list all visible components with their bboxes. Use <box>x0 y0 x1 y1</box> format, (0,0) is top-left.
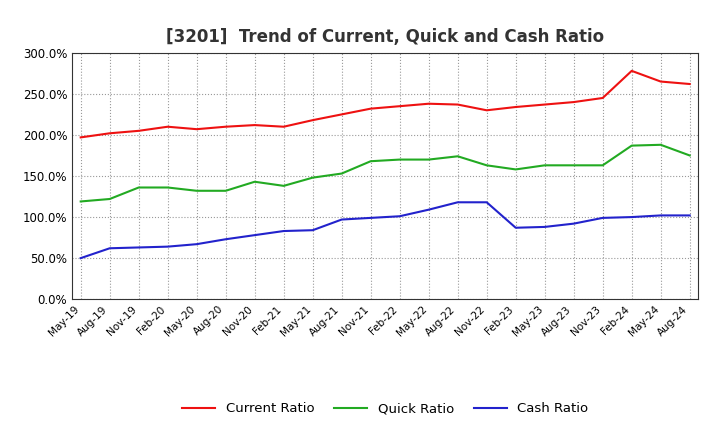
Cash Ratio <box>598 215 607 220</box>
Cash Ratio <box>657 213 665 218</box>
Quick Ratio <box>135 185 143 190</box>
Quick Ratio <box>482 163 491 168</box>
Current Ratio <box>511 104 520 110</box>
Current Ratio <box>251 122 259 128</box>
Quick Ratio <box>308 175 317 180</box>
Quick Ratio <box>570 163 578 168</box>
Cash Ratio <box>424 207 433 213</box>
Current Ratio <box>424 101 433 106</box>
Quick Ratio <box>338 171 346 176</box>
Quick Ratio <box>279 183 288 188</box>
Cash Ratio <box>627 214 636 220</box>
Cash Ratio <box>511 225 520 231</box>
Current Ratio <box>598 95 607 101</box>
Title: [3201]  Trend of Current, Quick and Cash Ratio: [3201] Trend of Current, Quick and Cash … <box>166 28 604 46</box>
Quick Ratio <box>454 154 462 159</box>
Quick Ratio <box>221 188 230 194</box>
Line: Cash Ratio: Cash Ratio <box>81 202 690 258</box>
Current Ratio <box>105 131 114 136</box>
Current Ratio <box>454 102 462 107</box>
Current Ratio <box>163 124 172 129</box>
Quick Ratio <box>163 185 172 190</box>
Current Ratio <box>279 124 288 129</box>
Legend: Current Ratio, Quick Ratio, Cash Ratio: Current Ratio, Quick Ratio, Cash Ratio <box>177 397 593 421</box>
Quick Ratio <box>685 153 694 158</box>
Current Ratio <box>135 128 143 133</box>
Line: Current Ratio: Current Ratio <box>81 71 690 137</box>
Cash Ratio <box>395 213 404 219</box>
Quick Ratio <box>395 157 404 162</box>
Current Ratio <box>657 79 665 84</box>
Cash Ratio <box>105 246 114 251</box>
Current Ratio <box>221 124 230 129</box>
Quick Ratio <box>511 167 520 172</box>
Cash Ratio <box>135 245 143 250</box>
Cash Ratio <box>221 237 230 242</box>
Cash Ratio <box>192 242 201 247</box>
Quick Ratio <box>541 163 549 168</box>
Cash Ratio <box>366 215 375 220</box>
Line: Quick Ratio: Quick Ratio <box>81 145 690 202</box>
Current Ratio <box>192 127 201 132</box>
Quick Ratio <box>192 188 201 194</box>
Quick Ratio <box>105 196 114 202</box>
Cash Ratio <box>685 213 694 218</box>
Quick Ratio <box>251 179 259 184</box>
Cash Ratio <box>454 200 462 205</box>
Current Ratio <box>541 102 549 107</box>
Quick Ratio <box>598 163 607 168</box>
Cash Ratio <box>482 200 491 205</box>
Current Ratio <box>627 68 636 73</box>
Current Ratio <box>482 108 491 113</box>
Cash Ratio <box>163 244 172 249</box>
Current Ratio <box>685 81 694 87</box>
Cash Ratio <box>570 221 578 226</box>
Quick Ratio <box>76 199 85 204</box>
Cash Ratio <box>308 227 317 233</box>
Current Ratio <box>308 117 317 123</box>
Cash Ratio <box>251 232 259 238</box>
Current Ratio <box>366 106 375 111</box>
Cash Ratio <box>338 217 346 222</box>
Quick Ratio <box>627 143 636 148</box>
Cash Ratio <box>541 224 549 230</box>
Quick Ratio <box>366 158 375 164</box>
Current Ratio <box>76 135 85 140</box>
Quick Ratio <box>657 142 665 147</box>
Cash Ratio <box>279 228 288 234</box>
Current Ratio <box>338 112 346 117</box>
Cash Ratio <box>76 256 85 261</box>
Current Ratio <box>570 99 578 105</box>
Current Ratio <box>395 103 404 109</box>
Quick Ratio <box>424 157 433 162</box>
